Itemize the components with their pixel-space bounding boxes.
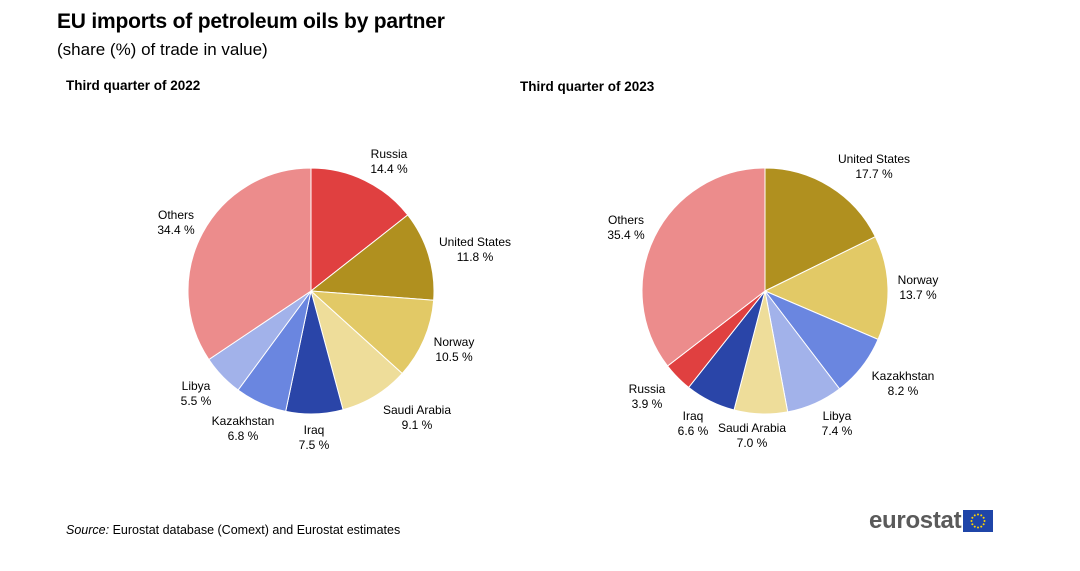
flag-star	[971, 516, 974, 519]
slice-value-iraq: 6.6 %	[678, 424, 709, 438]
flag-star	[977, 526, 980, 529]
flag-star	[974, 525, 977, 528]
slice-label-kazakhstan: Kazakhstan	[212, 414, 275, 428]
slice-value-russia: 3.9 %	[632, 397, 663, 411]
flag-star	[982, 523, 985, 526]
slice-label-united-states: United States	[439, 235, 511, 249]
slice-label-russia: Russia	[371, 147, 408, 161]
pie-slice-norway	[763, 235, 889, 341]
slice-value-libya: 5.5 %	[181, 394, 212, 408]
slice-value-iraq: 7.5 %	[299, 438, 330, 452]
slice-label-norway: Norway	[898, 273, 939, 287]
slice-label-libya: Libya	[823, 409, 852, 423]
slice-value-libya: 7.4 %	[822, 424, 853, 438]
chart-subtitle: (share (%) of trade in value)	[57, 40, 268, 59]
flag-star	[971, 523, 974, 526]
slice-value-others: 35.4 %	[607, 228, 645, 242]
slice-label-united-states: United States	[838, 152, 910, 166]
slice-value-norway: 10.5 %	[435, 350, 473, 364]
flag-star	[974, 514, 977, 517]
slice-label-kazakhstan: Kazakhstan	[872, 369, 935, 383]
flag-star	[980, 514, 983, 517]
pie-title-2023: Third quarter of 2023	[520, 79, 655, 94]
logo-text: eurostat	[869, 507, 962, 534]
slice-value-russia: 14.4 %	[370, 162, 408, 176]
slice-value-united-states: 11.8 %	[457, 250, 494, 264]
slice-label-others: Others	[608, 213, 644, 227]
pie-slice-others	[641, 167, 766, 367]
slice-value-kazakhstan: 6.8 %	[228, 429, 259, 443]
slice-value-saudi-arabia: 9.1 %	[402, 418, 433, 432]
slice-value-kazakhstan: 8.2 %	[888, 384, 919, 398]
slice-label-others: Others	[158, 208, 194, 222]
pie-slice-russia	[310, 167, 409, 293]
slice-value-united-states: 17.7 %	[855, 167, 893, 181]
eurostat-logo: eurostat	[869, 507, 994, 535]
pie-slice-united-states	[309, 214, 435, 301]
flag-star	[977, 513, 980, 516]
flag-star	[982, 516, 985, 519]
slice-label-saudi-arabia: Saudi Arabia	[718, 421, 786, 435]
flag-star	[970, 520, 973, 522]
slice-label-libya: Libya	[182, 379, 211, 393]
source-note: Source: Eurostat database (Comext) and E…	[66, 523, 400, 537]
pie-slice-others	[187, 167, 312, 361]
pie-title-2022: Third quarter of 2022	[66, 78, 201, 93]
flag-star	[983, 520, 986, 522]
slice-label-saudi-arabia: Saudi Arabia	[383, 403, 451, 417]
eu-flag-icon	[963, 510, 994, 532]
flag-star	[980, 525, 983, 528]
source-text: Eurostat database (Comext) and Eurostat …	[112, 523, 401, 537]
slice-value-saudi-arabia: 7.0 %	[737, 436, 768, 450]
slice-label-iraq: Iraq	[304, 423, 325, 437]
pie-slice-norway	[309, 290, 435, 375]
slice-value-others: 34.4 %	[157, 223, 195, 237]
slice-label-iraq: Iraq	[683, 409, 704, 423]
slice-label-russia: Russia	[629, 382, 666, 396]
slice-value-norway: 13.7 %	[899, 288, 937, 302]
chart-title: EU imports of petroleum oils by partner	[57, 10, 445, 33]
slice-label-norway: Norway	[434, 335, 475, 349]
pie-slice-united-states	[764, 167, 877, 292]
source-label: Source:	[66, 523, 110, 537]
